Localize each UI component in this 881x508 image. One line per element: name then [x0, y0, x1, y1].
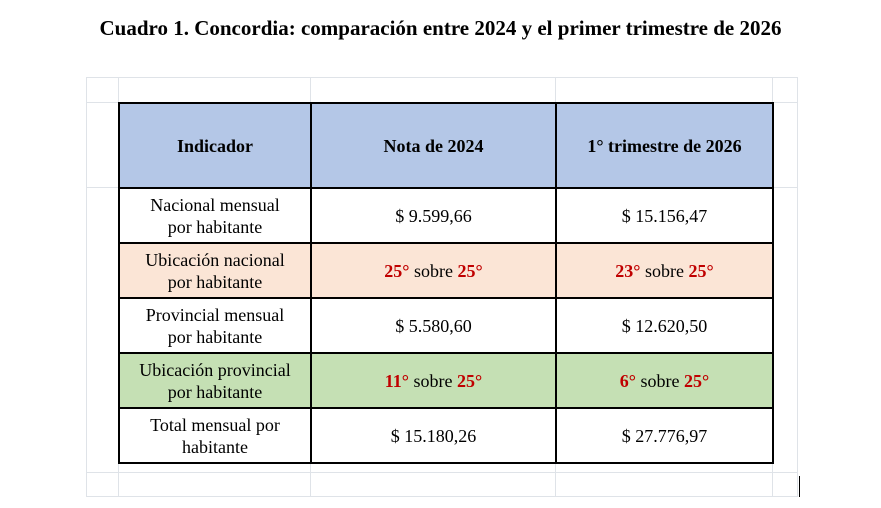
- indicator-line1: Ubicación nacional: [145, 249, 285, 270]
- value-2026: $ 27.776,97: [555, 407, 774, 464]
- value-2026: $ 15.156,47: [555, 187, 774, 244]
- table-row-total-mensual: Total mensual por habitante $ 15.180,26 …: [118, 407, 774, 464]
- table-title: Cuadro 1. Concordia: comparación entre 2…: [99, 16, 782, 40]
- indicator-line2: por habitante: [167, 271, 263, 292]
- rank-2024: 11° sobre 25°: [310, 352, 557, 409]
- value-2024: $ 5.580,60: [310, 297, 557, 354]
- rank-2026: 23° sobre 25°: [555, 242, 774, 299]
- indicator-line1: Ubicación provincial: [139, 359, 291, 380]
- rank-value: 11°: [384, 370, 409, 391]
- indicator-line1: Total mensual por: [150, 414, 280, 435]
- rank-total: 25°: [457, 260, 483, 281]
- rank-total: 25°: [684, 370, 710, 391]
- rank-separator: sobre: [636, 370, 684, 391]
- indicator-cell: Ubicación provincial por habitante: [118, 352, 312, 409]
- indicator-line1: Provincial mensual: [145, 304, 285, 325]
- indicator-line2: por habitante: [167, 216, 263, 237]
- indicator-line2: habitante: [182, 436, 248, 457]
- sheet-gridline: [86, 472, 798, 473]
- header-row: Indicador Nota de 2024 1° trimestre de 2…: [118, 102, 774, 189]
- indicator-cell: Ubicación nacional por habitante: [118, 242, 312, 299]
- value-2024: $ 15.180,26: [310, 407, 557, 464]
- rank-total: 25°: [457, 370, 483, 391]
- indicator-line1: Nacional mensual: [150, 194, 280, 215]
- text-cursor: [799, 476, 800, 497]
- header-nota-2024: Nota de 2024: [310, 102, 557, 189]
- indicator-cell: Total mensual por habitante: [118, 407, 312, 464]
- header-trimestre-2026: 1° trimestre de 2026: [555, 102, 774, 189]
- value-2024: $ 9.599,66: [310, 187, 557, 244]
- rank-separator: sobre: [409, 260, 458, 281]
- rank-value: 23°: [615, 260, 641, 281]
- value-2026: $ 12.620,50: [555, 297, 774, 354]
- rank-2026: 6° sobre 25°: [555, 352, 774, 409]
- indicator-line2: por habitante: [167, 381, 263, 402]
- comparison-table: Indicador Nota de 2024 1° trimestre de 2…: [118, 102, 774, 464]
- rank-value: 6°: [619, 370, 636, 391]
- table-row-nacional-mensual: Nacional mensual por habitante $ 9.599,6…: [118, 187, 774, 244]
- table-row-ubicacion-provincial: Ubicación provincial por habitante 11° s…: [118, 352, 774, 409]
- table-row-ubicacion-nacional: Ubicación nacional por habitante 25° sob…: [118, 242, 774, 299]
- rank-total: 25°: [688, 260, 714, 281]
- indicator-cell: Provincial mensual por habitante: [118, 297, 312, 354]
- rank-separator: sobre: [409, 370, 457, 391]
- header-indicador: Indicador: [118, 102, 312, 189]
- rank-separator: sobre: [640, 260, 689, 281]
- rank-2024: 25° sobre 25°: [310, 242, 557, 299]
- rank-value: 25°: [384, 260, 410, 281]
- indicator-line2: por habitante: [167, 326, 263, 347]
- sheet-gridlines-frame: [86, 77, 798, 497]
- table-row-provincial-mensual: Provincial mensual por habitante $ 5.580…: [118, 297, 774, 354]
- indicator-cell: Nacional mensual por habitante: [118, 187, 312, 244]
